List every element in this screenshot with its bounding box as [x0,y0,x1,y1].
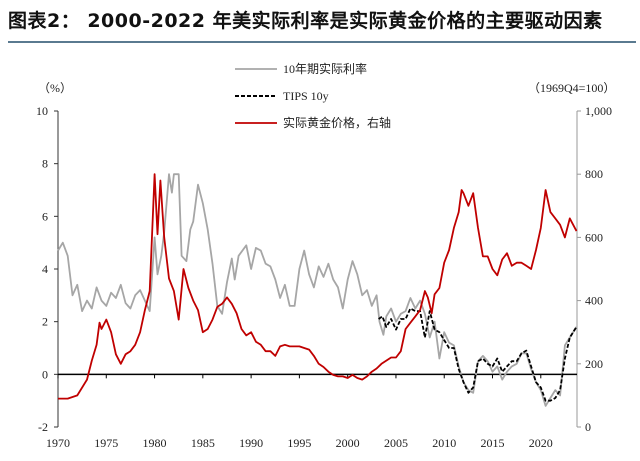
x-tick-label: 2005 [384,436,408,450]
left-axis-unit: （%） [38,81,72,95]
x-tick-label: 1980 [143,436,167,450]
x-tick-label: 1990 [239,436,263,450]
title-divider [8,41,636,43]
legend-label-1: 10年期实际利率 [283,61,367,76]
left-tick-label: 4 [42,262,48,276]
left-tick-label: 10 [36,104,48,118]
right-tick-label: 200 [585,357,603,371]
left-tick-label: -2 [38,420,48,434]
x-tick-label: 1995 [287,436,311,450]
series-line-3 [58,173,578,400]
x-tick-label: 2000 [336,436,360,450]
chart-title: 图表2： 2000-2022 年美实际利率是实际黄金价格的主要驱动因素 [8,10,603,32]
x-tick-label: 1975 [94,436,118,450]
x-tick-label: 1970 [46,436,70,450]
right-tick-label: 600 [585,230,603,244]
x-tick-label: 1985 [191,436,215,450]
left-tick-label: 2 [42,315,48,329]
legend-label-2: TIPS 10y [283,89,329,103]
right-axis-unit: （1969Q4=100） [528,81,615,95]
left-tick-label: 0 [42,367,48,381]
right-tick-label: 0 [585,420,591,434]
series-line-1 [57,173,578,407]
right-tick-label: 400 [585,294,603,308]
x-tick-label: 2015 [481,436,505,450]
right-tick-label: 800 [585,167,603,181]
left-tick-label: 8 [42,157,48,171]
left-tick-label: 6 [42,209,48,223]
legend-label-3: 实际黄金价格，右轴 [283,115,391,130]
right-tick-label: 1,000 [585,104,612,118]
x-tick-label: 2010 [432,436,456,450]
series-line-2 [378,307,578,402]
legend: 10年期实际利率 TIPS 10y 实际黄金价格，右轴 [235,61,391,130]
x-tick-label: 2020 [529,436,553,450]
